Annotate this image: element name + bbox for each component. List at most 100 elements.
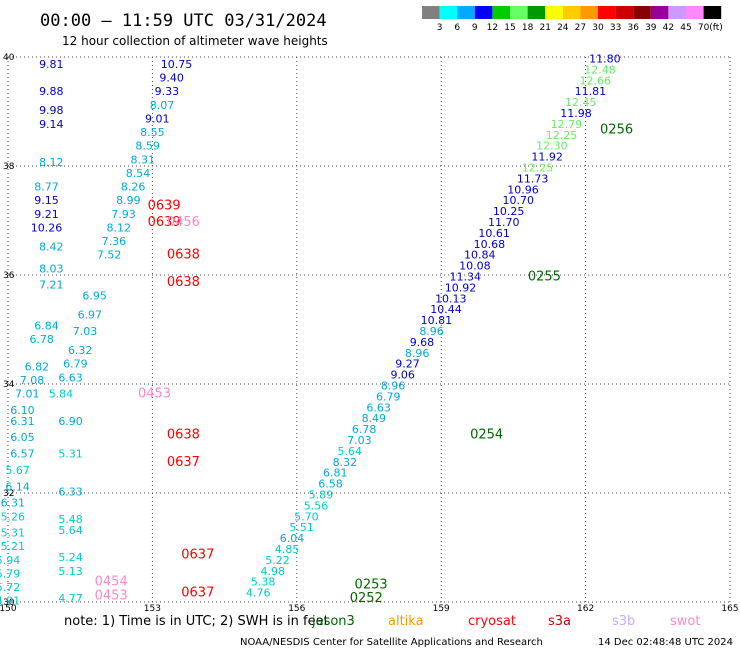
pass-number-label: 0453 [95, 588, 128, 603]
wave-height-label: 7.08 [20, 374, 45, 387]
legend-swatch [615, 6, 634, 19]
wave-height-label: 7.21 [39, 279, 64, 292]
legend-swatch [545, 6, 563, 19]
wave-height-label: 5.38 [251, 576, 276, 589]
wave-height-label: 11.80 [589, 52, 621, 65]
wave-height-label: 6.58 [318, 478, 343, 491]
wave-height-label: 5.94 [0, 554, 20, 567]
wave-height-label: 6.63 [58, 371, 83, 384]
x-tick-label: 150 [0, 604, 17, 614]
wave-height-label: 4.77 [58, 592, 83, 605]
wave-height-label: 7.36 [102, 235, 127, 248]
wave-height-label: 6.78 [352, 423, 377, 436]
wave-height-label: 8.54 [126, 167, 151, 180]
pass-number-label: 0639 [148, 215, 181, 230]
wave-height-label: 5.51 [289, 521, 314, 534]
legend-label: 15 [504, 23, 515, 33]
wave-height-label: 9.27 [395, 358, 420, 371]
wave-height-label: 9.40 [159, 72, 184, 85]
legend-swatch [668, 6, 686, 19]
wave-height-label: 5.64 [58, 524, 83, 537]
legend-label: 39 [645, 23, 657, 33]
legend-swatch [527, 6, 546, 19]
legend-label: 30 [592, 23, 604, 33]
wave-height-label: 11.98 [560, 107, 592, 120]
wave-height-label: 11.92 [531, 151, 563, 164]
wave-height-label: 9.68 [410, 336, 435, 349]
legend-label: 36 [627, 23, 639, 33]
wave-height-label: 8.12 [106, 221, 131, 234]
x-tick-label: 159 [433, 604, 450, 614]
x-tick-label: 165 [721, 604, 738, 614]
wave-height-label: 5.21 [1, 540, 26, 553]
pass-number-label: 0255 [528, 269, 561, 284]
wave-height-label: 7.52 [97, 249, 122, 262]
wave-height-label: 9.33 [155, 85, 180, 98]
wave-height-label: 6.10 [10, 404, 35, 417]
wave-height-label: 6.05 [10, 431, 35, 444]
wave-height-label: 10.61 [478, 227, 510, 240]
legend-swatch [474, 6, 493, 19]
satellite-legend-item: s3a [548, 614, 571, 629]
x-axis-ticks: 150 153 156 159 162 165 [0, 604, 739, 614]
wave-height-label: 9.21 [34, 208, 59, 221]
wave-height-label: 8.99 [116, 194, 141, 207]
wave-height-label: 7.01 [15, 388, 40, 401]
wave-height-label: 5.64 [337, 445, 362, 458]
wave-height-label: 8.31 [131, 153, 156, 166]
wave-height-label: 5.89 [309, 488, 334, 501]
satellite-legend-item: swot [670, 614, 700, 629]
wave-height-label: 6.31 [10, 415, 35, 428]
wave-height-label: 8.55 [140, 126, 165, 139]
wave-height-label: 10.13 [435, 292, 467, 305]
legend-swatch [492, 6, 510, 19]
wave-height-values: 11.8012.4812.6611.8112.4511.9812.7912.25… [0, 52, 621, 607]
pass-number-label: 0637 [181, 586, 214, 601]
wave-height-label: 12.45 [565, 96, 597, 109]
y-tick-label: 34 [3, 380, 15, 390]
satellite-legend-item: cryosat [468, 614, 516, 629]
footer-timestamp: 14 Dec 02:48:48 UTC 2024 [598, 637, 733, 648]
legend-label: 3 [437, 23, 443, 33]
wave-height-label: 10.26 [31, 221, 63, 234]
pass-number-label: 0639 [148, 199, 181, 214]
wave-height-label: 10.25 [493, 205, 525, 218]
wave-height-label: 4.91 [0, 595, 20, 608]
pass-number-label: 0637 [167, 455, 200, 470]
wave-height-label: 6.97 [78, 309, 103, 322]
y-axis-ticks: 30 32 34 36 38 40 [3, 53, 15, 608]
pass-number-label: 0638 [167, 428, 200, 443]
satellite-legend: jason3 altika cryosat s3a s3b swot [311, 614, 700, 629]
wave-height-label: 8.03 [39, 262, 64, 275]
legend-label: 27 [575, 23, 586, 33]
legend-label: 12 [487, 23, 498, 33]
legend-label: 18 [522, 23, 534, 33]
wave-height-label: 8.42 [39, 240, 64, 253]
wave-height-label: 10.92 [445, 281, 477, 294]
grid-lines [7, 56, 731, 603]
wave-height-label: 9.98 [39, 104, 64, 117]
wave-height-label: 4.76 [246, 587, 271, 600]
pass-number-label: 0256 [600, 122, 633, 137]
wave-height-label: 8.96 [405, 347, 430, 360]
pass-number-label: 0638 [167, 275, 200, 290]
wave-height-label: 7.03 [73, 325, 98, 338]
wave-height-label: 5.70 [294, 510, 319, 523]
chart-subtitle: 12 hour collection of altimeter wave hei… [62, 34, 328, 48]
wave-height-label: 5.13 [58, 565, 83, 578]
wave-height-label: 7.03 [347, 434, 372, 447]
wave-height-label: 11.73 [517, 172, 549, 185]
pass-number-label: 0253 [355, 577, 388, 592]
pass-number-label: 0453 [138, 387, 171, 402]
wave-height-label: 9.01 [145, 112, 170, 125]
wave-height-label: 11.34 [450, 270, 482, 283]
pass-number-label: 0637 [181, 547, 214, 562]
y-tick-label: 38 [3, 162, 15, 172]
legend-label: 42 [663, 23, 674, 33]
legend-swatch [422, 6, 440, 19]
wave-height-label: 12.25 [546, 129, 578, 142]
wave-height-label: 5.31 [1, 527, 26, 540]
wave-height-label: 10.96 [507, 183, 539, 196]
wave-height-label: 9.06 [390, 369, 415, 382]
